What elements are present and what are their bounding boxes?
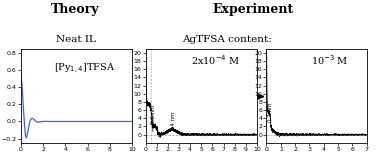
Text: Experiment: Experiment xyxy=(213,3,294,16)
Text: Theory: Theory xyxy=(51,3,100,16)
Text: 2.4 nm: 2.4 nm xyxy=(172,112,177,131)
Text: [Py$_{1,4}$]TFSA: [Py$_{1,4}$]TFSA xyxy=(54,62,115,76)
Text: Neat IL: Neat IL xyxy=(56,35,96,43)
Text: 0.2 nm: 0.2 nm xyxy=(268,102,273,122)
Text: 2x10$^{-4}$ M: 2x10$^{-4}$ M xyxy=(191,53,240,67)
Text: AgTFSA content:: AgTFSA content: xyxy=(182,35,272,43)
Text: 0.9 nm: 0.9 nm xyxy=(150,104,156,124)
Text: 10$^{-3}$ M: 10$^{-3}$ M xyxy=(311,53,349,67)
